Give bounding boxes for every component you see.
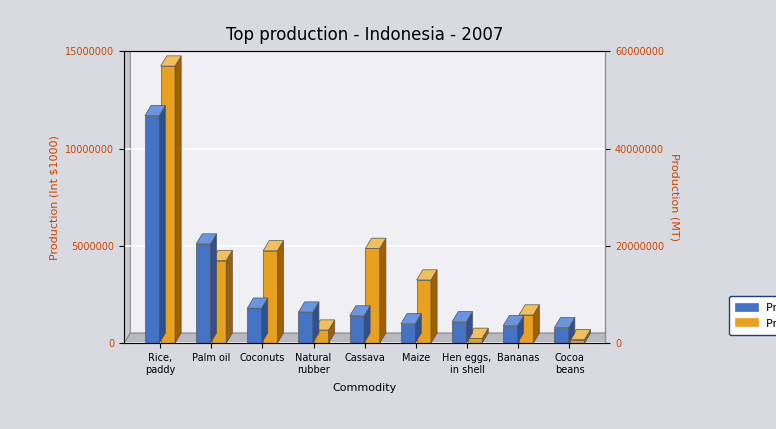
- Polygon shape: [196, 244, 210, 343]
- Polygon shape: [364, 306, 370, 343]
- Polygon shape: [554, 317, 575, 328]
- Polygon shape: [518, 315, 524, 343]
- Polygon shape: [196, 234, 217, 244]
- Polygon shape: [212, 260, 227, 343]
- Polygon shape: [468, 338, 482, 343]
- Title: Top production - Indonesia - 2007: Top production - Indonesia - 2007: [226, 26, 504, 44]
- Polygon shape: [570, 340, 584, 343]
- Polygon shape: [314, 330, 328, 343]
- Polygon shape: [159, 106, 165, 343]
- Polygon shape: [314, 320, 334, 330]
- Polygon shape: [466, 311, 473, 343]
- Polygon shape: [570, 329, 591, 340]
- Polygon shape: [468, 328, 488, 338]
- Polygon shape: [415, 314, 421, 343]
- X-axis label: Commodity: Commodity: [333, 383, 397, 393]
- Polygon shape: [533, 305, 539, 343]
- Polygon shape: [248, 308, 262, 343]
- Polygon shape: [161, 56, 181, 66]
- Polygon shape: [263, 241, 283, 251]
- Polygon shape: [145, 106, 165, 116]
- Polygon shape: [277, 241, 283, 343]
- Y-axis label: Production (Int $1000): Production (Int $1000): [50, 135, 60, 260]
- Polygon shape: [554, 328, 569, 343]
- Polygon shape: [212, 251, 232, 260]
- Polygon shape: [379, 238, 386, 343]
- Polygon shape: [365, 248, 379, 343]
- Polygon shape: [299, 302, 319, 312]
- Polygon shape: [519, 315, 533, 343]
- Polygon shape: [263, 251, 277, 343]
- Polygon shape: [313, 302, 319, 343]
- Polygon shape: [350, 316, 364, 343]
- Polygon shape: [417, 270, 437, 280]
- Polygon shape: [124, 41, 130, 343]
- Polygon shape: [161, 66, 175, 343]
- Polygon shape: [452, 322, 466, 343]
- Polygon shape: [431, 270, 437, 343]
- Polygon shape: [262, 298, 268, 343]
- Polygon shape: [401, 314, 421, 324]
- Polygon shape: [482, 328, 488, 343]
- Polygon shape: [328, 320, 334, 343]
- Polygon shape: [417, 280, 431, 343]
- Polygon shape: [210, 234, 217, 343]
- Polygon shape: [124, 333, 611, 343]
- Polygon shape: [145, 116, 159, 343]
- Polygon shape: [503, 315, 524, 326]
- Polygon shape: [227, 251, 232, 343]
- Polygon shape: [584, 329, 591, 343]
- Polygon shape: [299, 312, 313, 343]
- Polygon shape: [248, 298, 268, 308]
- Polygon shape: [452, 311, 473, 322]
- Polygon shape: [569, 317, 575, 343]
- Polygon shape: [175, 56, 181, 343]
- Polygon shape: [365, 238, 386, 248]
- Polygon shape: [350, 306, 370, 316]
- Y-axis label: Production (MT): Production (MT): [670, 153, 680, 242]
- Polygon shape: [519, 305, 539, 315]
- Polygon shape: [401, 324, 415, 343]
- Polygon shape: [503, 326, 518, 343]
- Legend: Production (Int $1000), Production (MT): Production (Int $1000), Production (MT): [729, 296, 776, 335]
